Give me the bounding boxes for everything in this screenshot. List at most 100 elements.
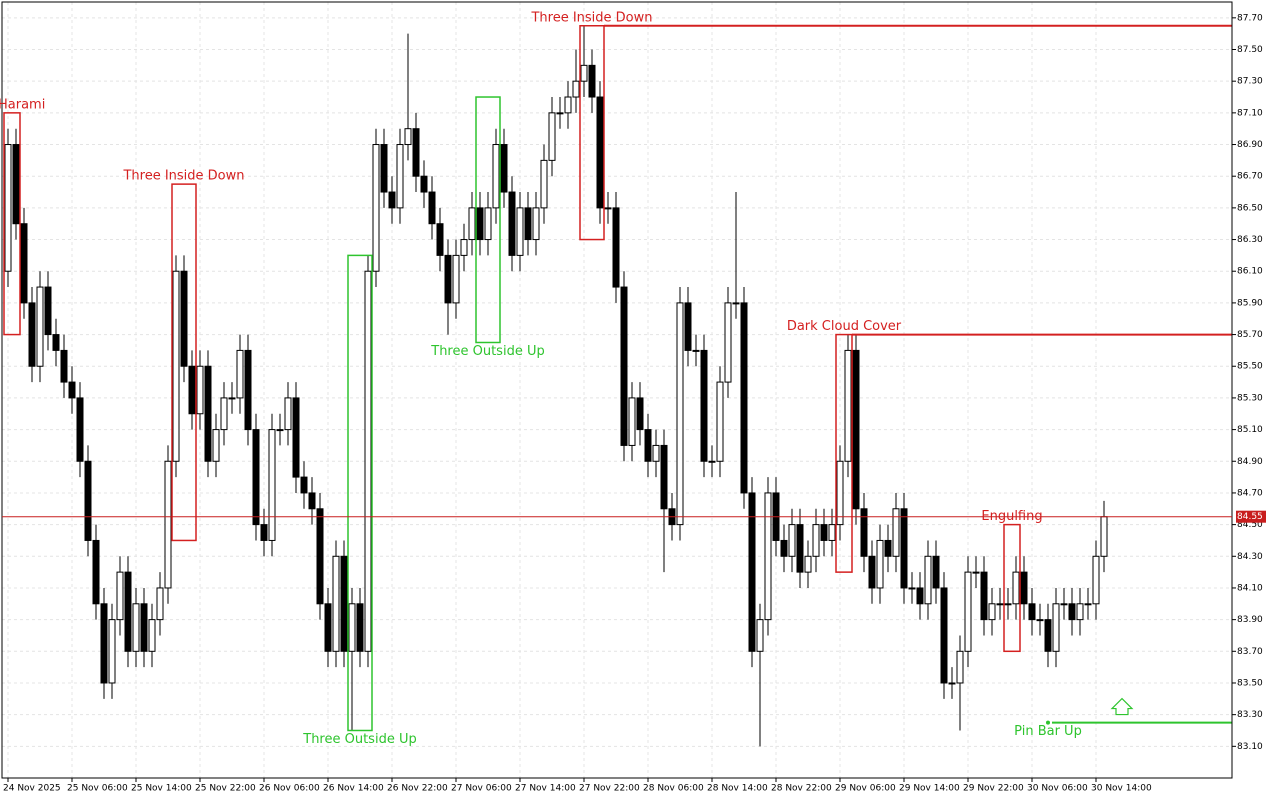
candle-body (636, 397, 644, 431)
candle-body (196, 365, 204, 415)
candle-body (388, 191, 396, 209)
candle-body (156, 587, 164, 621)
candle-body (412, 128, 420, 177)
y-tick-label: 83.10 (1237, 742, 1263, 752)
candle-body (1060, 603, 1068, 606)
candle-body (92, 539, 100, 605)
candle-body (132, 603, 140, 652)
y-tick-label: 85.10 (1237, 425, 1263, 435)
candle-body (540, 159, 548, 209)
candle-body (428, 191, 436, 225)
candle-body (116, 571, 124, 621)
candle-body (300, 476, 308, 494)
candle-body (364, 270, 372, 652)
candle-body (444, 254, 452, 304)
candle-body (244, 349, 252, 431)
candle-body (492, 144, 500, 209)
candle-body (140, 603, 148, 652)
candle-body (732, 302, 740, 305)
current-price-label: 84.55 (1237, 512, 1263, 522)
candle-body (780, 539, 788, 557)
y-tick-label: 84.10 (1237, 583, 1263, 593)
y-tick-label: 85.30 (1237, 393, 1263, 403)
y-tick-label: 87.70 (1237, 13, 1263, 23)
candle-body (716, 381, 724, 462)
candle-body (892, 508, 900, 557)
candle-body (4, 144, 12, 272)
y-tick-label: 87.50 (1237, 45, 1263, 55)
candle-body (76, 397, 84, 462)
candle-body (396, 144, 404, 209)
candle-body (228, 397, 236, 400)
candle-body (108, 619, 116, 684)
y-tick-label: 83.30 (1237, 710, 1263, 720)
candle-body (172, 270, 180, 462)
candle-body (188, 365, 196, 415)
x-tick-label: 27 Nov 14:00 (515, 784, 576, 794)
x-tick-label: 26 Nov 14:00 (323, 784, 384, 794)
candle-body (452, 254, 460, 304)
candle-body (292, 397, 300, 478)
candle-body (796, 524, 804, 573)
y-tick-label: 85.90 (1237, 298, 1263, 308)
candle-body (908, 587, 916, 590)
candle-body (180, 270, 188, 367)
candle-body (508, 191, 516, 256)
candle-body (1036, 619, 1044, 622)
x-tick-label: 25 Nov 06:00 (67, 784, 128, 794)
x-tick-label: 30 Nov 06:00 (1027, 784, 1088, 794)
candle-body (748, 492, 756, 652)
x-tick-label: 28 Nov 06:00 (643, 784, 704, 794)
candle-body (468, 207, 476, 241)
candle-body (532, 207, 540, 241)
candle-body (460, 239, 468, 256)
pattern-label: Three Outside Up (302, 732, 416, 747)
candle-body (860, 508, 868, 557)
y-tick-label: 83.90 (1237, 615, 1263, 625)
candle-body (948, 682, 956, 685)
pattern-label: Three Inside Down (122, 169, 244, 184)
candle-body (236, 349, 244, 399)
candle-body (308, 492, 316, 510)
candle-body (652, 444, 660, 462)
candle-body (684, 302, 692, 351)
candle-body (916, 587, 924, 605)
candle-body (868, 555, 876, 589)
candle-body (524, 207, 532, 241)
candle-body (788, 524, 796, 557)
candle-body (20, 223, 28, 304)
y-tick-label: 85.70 (1237, 330, 1263, 340)
candle-body (84, 460, 92, 541)
candle-body (804, 555, 812, 573)
x-tick-label: 25 Nov 22:00 (195, 784, 256, 794)
y-tick-label: 84.50 (1237, 520, 1263, 530)
current-price-tag (1236, 510, 1266, 523)
pattern-label: Dark Cloud Cover (787, 319, 902, 334)
candle-body (620, 286, 628, 446)
candle-body (68, 381, 76, 399)
candle-body (316, 508, 324, 605)
candle-body (284, 397, 292, 431)
y-tick-label: 86.50 (1237, 203, 1263, 213)
candle-body (260, 524, 268, 541)
candle-body (204, 365, 212, 462)
candle-body (580, 64, 588, 82)
candle-body (44, 286, 52, 336)
candle-body (276, 429, 284, 432)
pattern-point (1046, 720, 1050, 725)
candle-body (476, 207, 484, 241)
candle-body (996, 603, 1004, 606)
candle-body (564, 96, 572, 114)
x-tick-label: 27 Nov 22:00 (579, 784, 640, 794)
candle-body (12, 144, 20, 225)
pattern-label: Harami (0, 97, 45, 112)
candle-body (876, 539, 884, 589)
candle-body (380, 144, 388, 193)
y-tick-label: 84.70 (1237, 488, 1263, 498)
candle-body (844, 349, 852, 462)
candle-body (852, 349, 860, 510)
candle-body (740, 302, 748, 494)
candle-body (164, 460, 172, 589)
candle-body (332, 555, 340, 652)
candle-body (1092, 555, 1100, 605)
